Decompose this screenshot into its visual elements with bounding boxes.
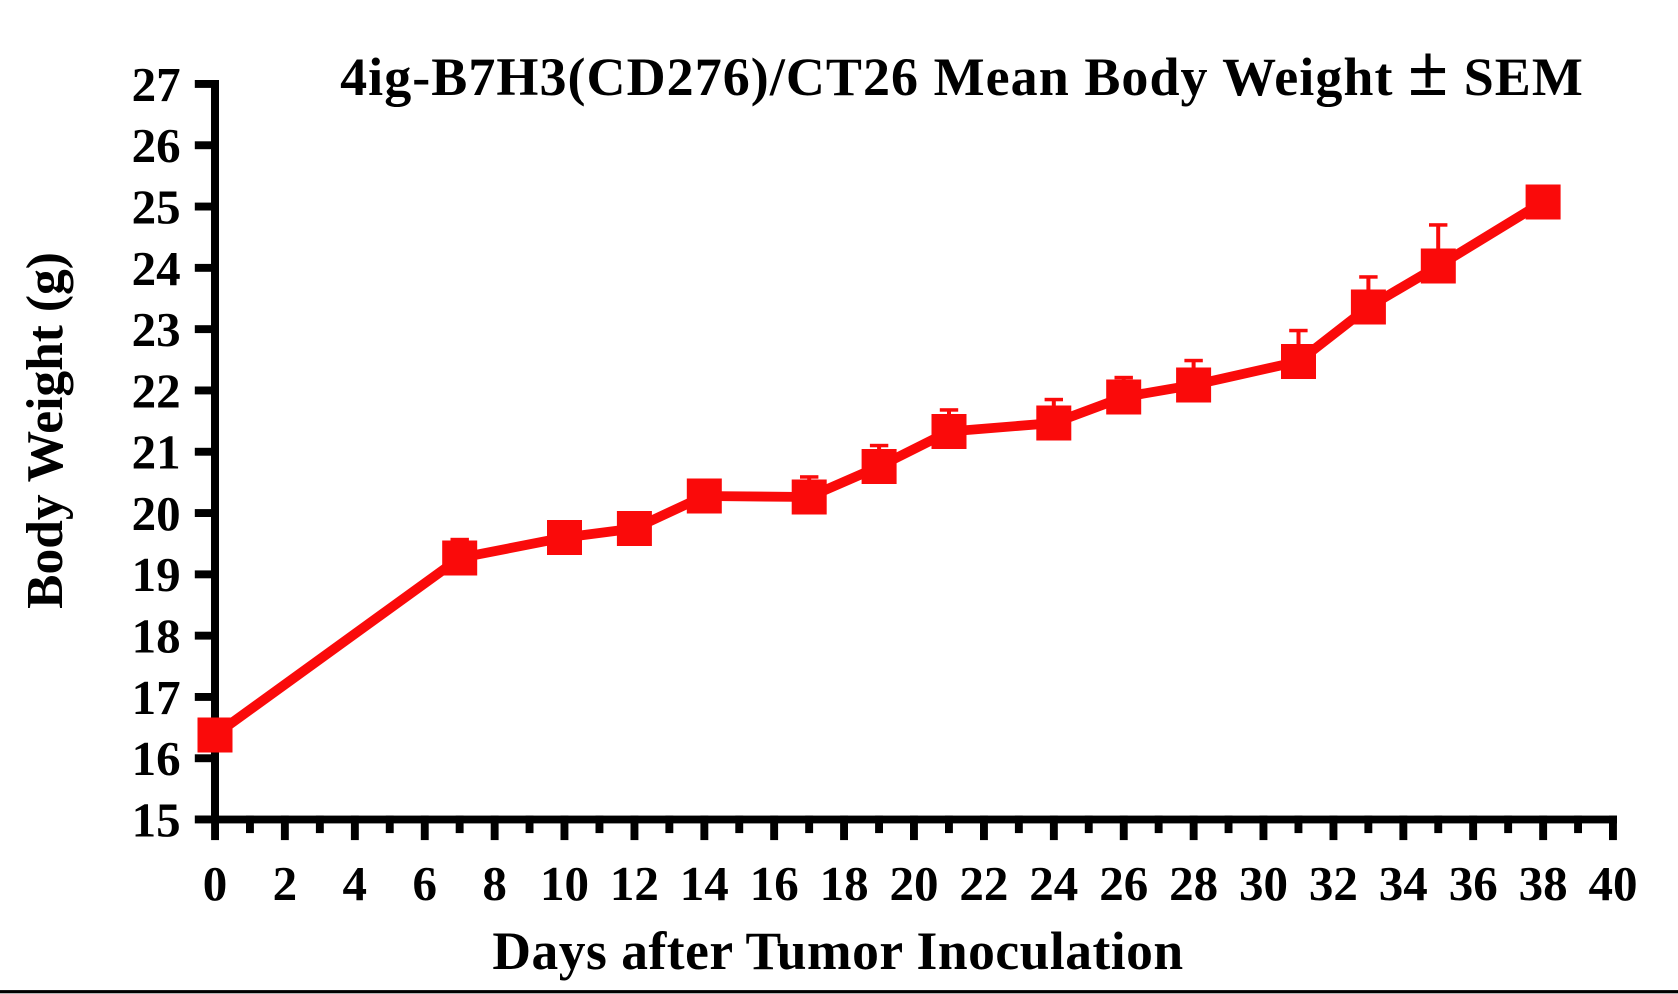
- svg-text:23: 23: [132, 302, 181, 357]
- svg-text:4: 4: [343, 856, 368, 911]
- svg-text:0: 0: [203, 856, 228, 911]
- svg-text:30: 30: [1239, 856, 1288, 911]
- svg-text:22: 22: [959, 856, 1008, 911]
- svg-text:32: 32: [1309, 856, 1358, 911]
- svg-text:38: 38: [1519, 856, 1568, 911]
- svg-text:16: 16: [132, 731, 181, 786]
- svg-text:25: 25: [132, 180, 181, 235]
- svg-text:20: 20: [890, 856, 939, 911]
- svg-text:36: 36: [1449, 856, 1498, 911]
- svg-text:14: 14: [680, 856, 729, 911]
- svg-text:6: 6: [412, 856, 437, 911]
- svg-text:16: 16: [750, 856, 799, 911]
- svg-text:10: 10: [540, 856, 589, 911]
- svg-text:8: 8: [482, 856, 507, 911]
- svg-text:40: 40: [1589, 856, 1638, 911]
- svg-text:26: 26: [132, 118, 181, 173]
- svg-text:15: 15: [132, 792, 181, 847]
- svg-text:27: 27: [132, 57, 181, 112]
- svg-text:20: 20: [132, 486, 181, 541]
- svg-text:26: 26: [1099, 856, 1148, 911]
- svg-text:19: 19: [132, 547, 181, 602]
- svg-text:17: 17: [132, 670, 181, 725]
- svg-text:22: 22: [132, 363, 181, 418]
- svg-text:18: 18: [132, 609, 181, 664]
- svg-text:24: 24: [132, 241, 181, 296]
- svg-text:Body Weight (g): Body Weight (g): [17, 252, 74, 609]
- svg-text:21: 21: [132, 425, 181, 480]
- svg-text:12: 12: [610, 856, 659, 911]
- svg-text:Days after Tumor Inoculation: Days after Tumor Inoculation: [492, 921, 1183, 981]
- svg-text:34: 34: [1379, 856, 1428, 911]
- svg-text:18: 18: [820, 856, 869, 911]
- svg-text:24: 24: [1029, 856, 1078, 911]
- svg-text:28: 28: [1169, 856, 1218, 911]
- svg-text:2: 2: [273, 856, 298, 911]
